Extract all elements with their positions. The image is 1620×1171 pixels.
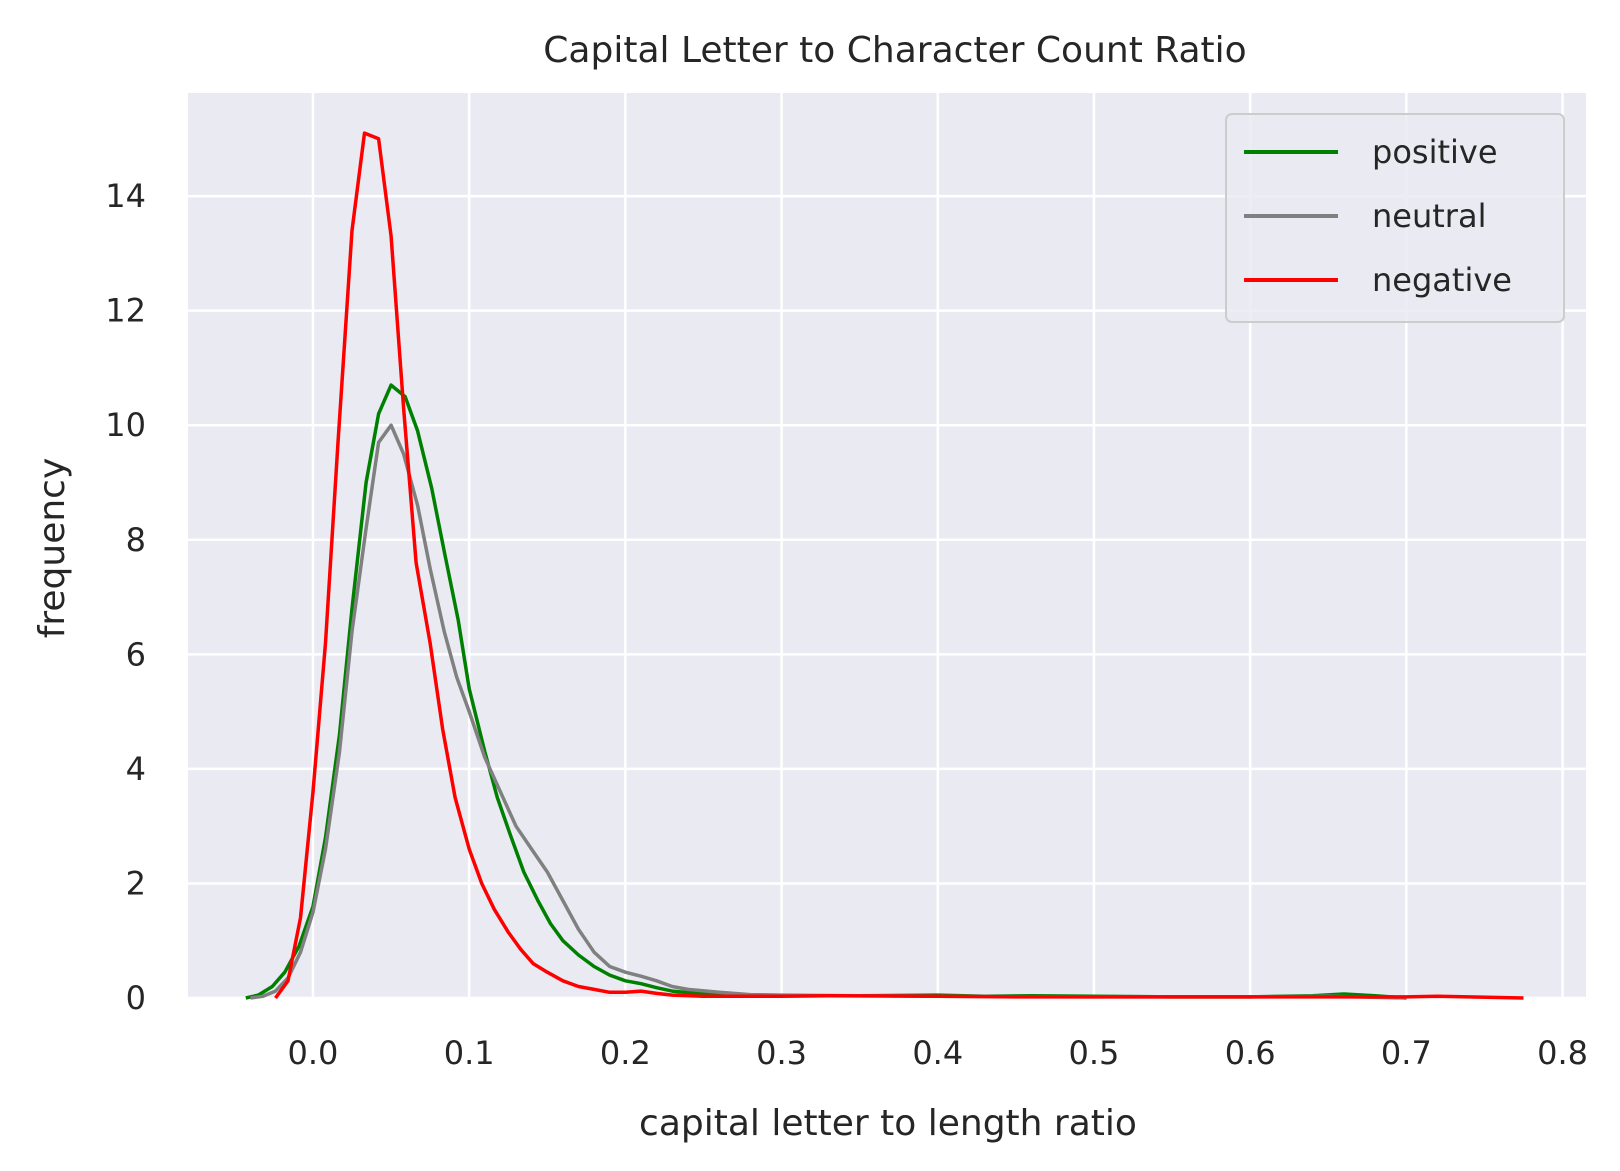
series-line-negative — [274, 131, 1524, 1000]
legend-label: neutral — [1372, 197, 1486, 235]
y-tick-label: 6 — [126, 635, 146, 673]
x-axis-label: capital letter to length ratio — [639, 1103, 1137, 1144]
series-lines — [245, 131, 1524, 1000]
x-tick-label: 0.3 — [756, 1034, 807, 1072]
legend-label: positive — [1372, 133, 1498, 171]
x-tick-label: 0.1 — [444, 1034, 495, 1072]
x-tick-label: 0.7 — [1381, 1034, 1432, 1072]
y-tick-label: 10 — [105, 406, 146, 444]
x-tick-label: 0.2 — [600, 1034, 651, 1072]
x-axis-ticks: 0.0 0.1 0.2 0.3 0.4 0.5 0.6 0.7 0.8 — [288, 1034, 1588, 1072]
y-axis-label: frequency — [32, 458, 73, 639]
chart-title: Capital Letter to Character Count Ratio — [543, 30, 1246, 71]
y-tick-label: 12 — [105, 292, 146, 330]
x-tick-label: 0.4 — [912, 1034, 963, 1072]
y-axis-ticks: 0 2 4 6 8 10 12 14 — [105, 177, 146, 1017]
x-tick-label: 0.6 — [1225, 1034, 1276, 1072]
y-tick-label: 2 — [126, 864, 146, 902]
y-tick-label: 14 — [105, 177, 146, 215]
x-tick-label: 0.8 — [1537, 1034, 1588, 1072]
legend-label: negative — [1372, 261, 1512, 299]
y-tick-label: 4 — [126, 750, 146, 788]
legend-box — [1225, 113, 1565, 323]
legend: positive neutral negative — [1225, 113, 1565, 323]
x-tick-label: 0.5 — [1069, 1034, 1120, 1072]
y-tick-label: 8 — [126, 521, 146, 559]
x-tick-label: 0.0 — [288, 1034, 339, 1072]
y-tick-label: 0 — [126, 979, 146, 1017]
